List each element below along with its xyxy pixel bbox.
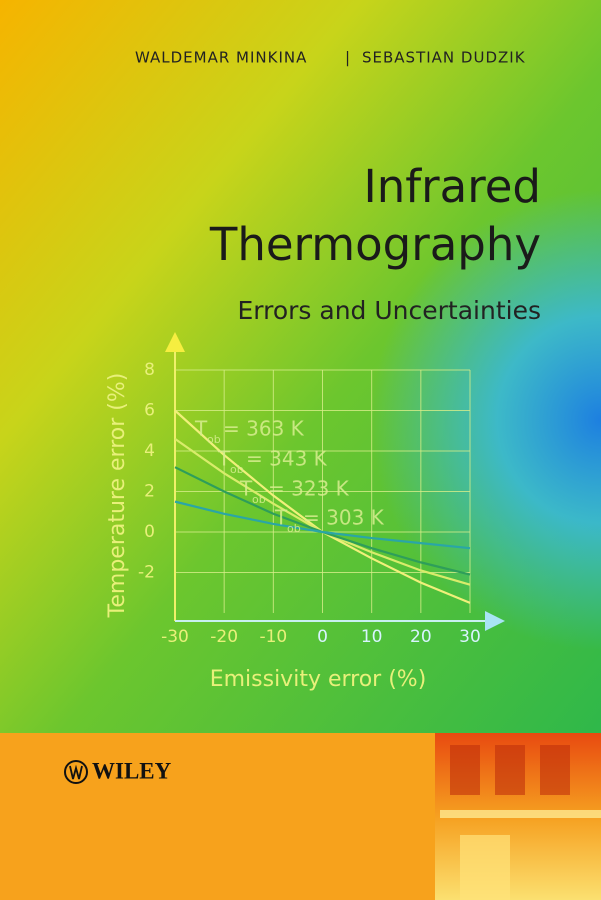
series-name: = 343 K [246,447,328,471]
y-tick-label: 0 [144,522,155,542]
series-symbol-sub: ob [230,463,244,476]
series-name: = 323 K [268,477,350,501]
series-symbol-sub: ob [287,522,301,535]
x-axis-label: Emissivity error (%) [210,667,427,692]
x-axis-arrow [485,611,505,631]
y-tick-label: 8 [144,360,155,380]
x-tick-label: 0 [317,627,328,647]
series-symbol: T [239,477,253,501]
author: SEBASTIAN DUDZIK [362,49,526,67]
y-tick-label: 6 [144,401,155,421]
background-glow [0,0,601,733]
x-tick-label: -20 [210,627,238,647]
series-symbol: T [194,417,208,441]
x-tick-label: 30 [459,627,481,647]
series-symbol-sub: ob [207,433,221,446]
series-symbol: T [274,506,288,530]
x-tick-label: -10 [259,627,287,647]
title: Thermography [209,218,541,271]
y-tick-label: 2 [144,482,155,502]
y-tick-label: 4 [144,441,155,461]
subtitle: Errors and Uncertainties [237,296,541,325]
series-symbol-sub: ob [252,493,266,506]
publisher-logo: WILEY [64,758,172,784]
series-name: = 303 K [303,506,385,530]
series-name: = 363 K [223,417,305,441]
publisher: WILEY [92,758,172,783]
title: Infrared [364,160,541,213]
x-tick-label: 10 [361,627,383,647]
y-axis-label: Temperature error (%) [105,373,130,619]
data-line [174,500,471,550]
thermal-photo [435,733,601,900]
series-symbol: T [217,447,231,471]
y-axis-arrow [165,332,185,352]
author: WALDEMAR MINKINA [135,49,307,67]
separator: | [345,49,351,67]
x-tick-label: 20 [410,627,432,647]
y-tick-label: -2 [138,563,155,583]
x-tick-label: -30 [161,627,189,647]
